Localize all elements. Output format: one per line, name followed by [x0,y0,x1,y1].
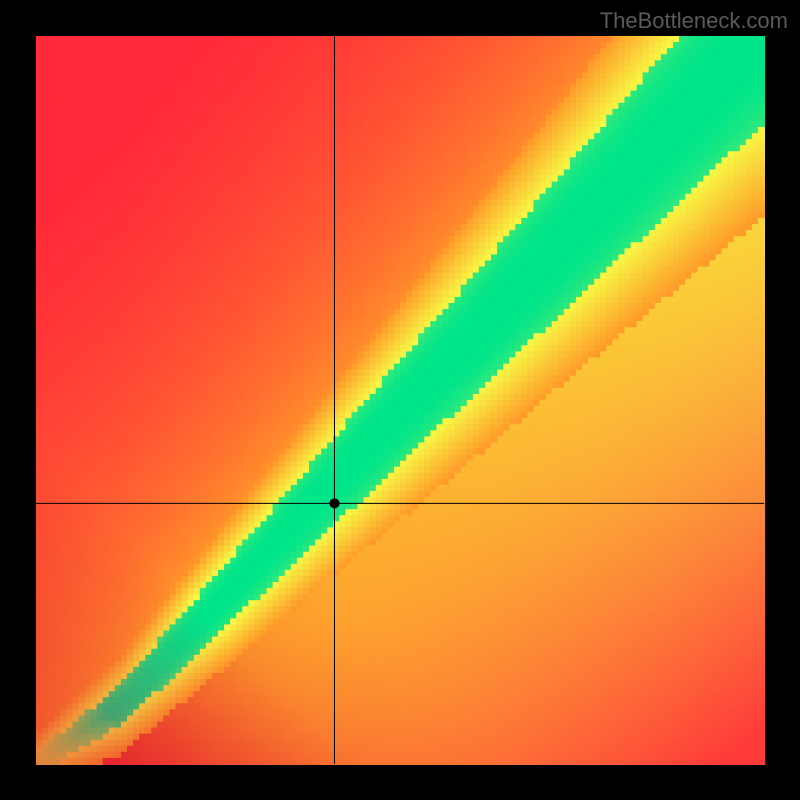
chart-container: TheBottleneck.com [0,0,800,800]
bottleneck-heatmap [0,0,800,800]
watermark-text: TheBottleneck.com [600,8,788,34]
